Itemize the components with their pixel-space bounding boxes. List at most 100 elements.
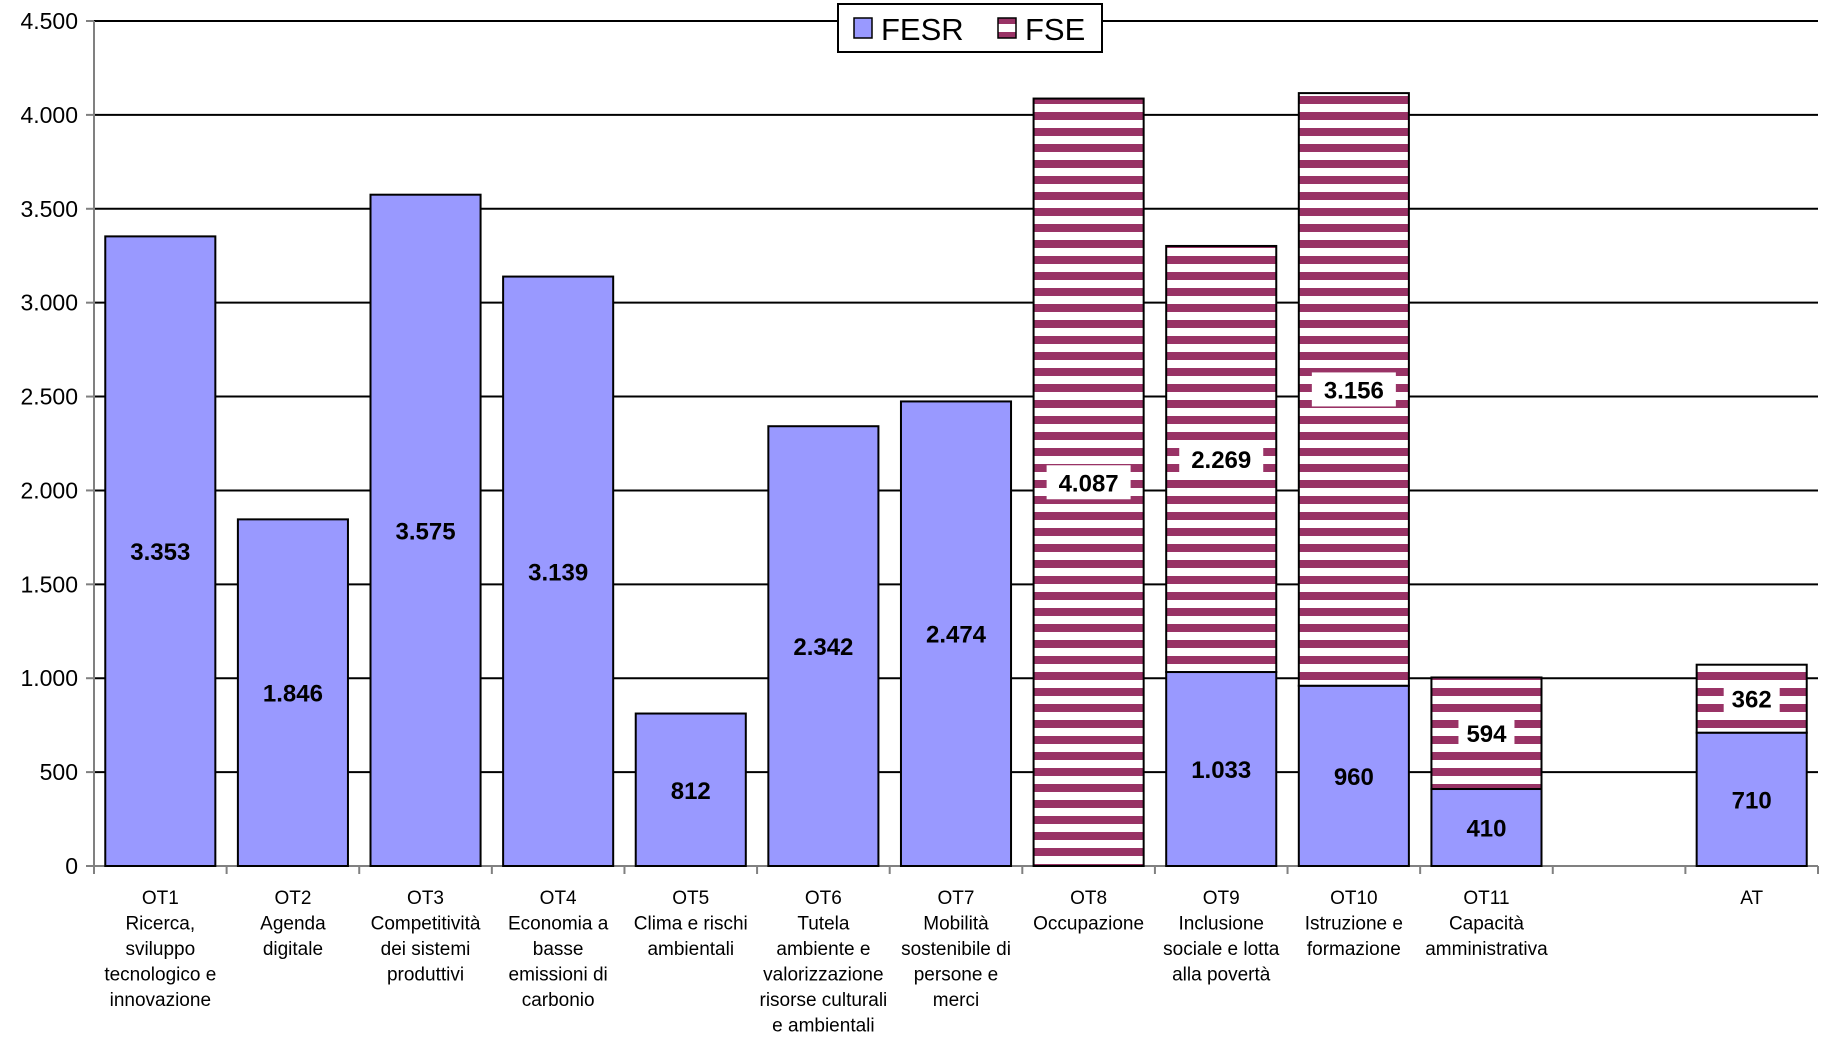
- x-category-label-line: Competitività: [371, 914, 481, 935]
- value-label-fesr-ot1: 3.353: [130, 539, 190, 566]
- x-category-label-ot8: OT8 Occupazione: [1033, 888, 1144, 935]
- value-label-fesr-ot3: 3.575: [396, 518, 456, 545]
- value-label-text: 3.139: [528, 559, 588, 586]
- y-tick-label: 1.000: [20, 665, 78, 691]
- x-category-label-ot5: OT5 Clima e rischi ambientali: [634, 888, 748, 960]
- x-category-label-line: formazione: [1307, 939, 1401, 960]
- x-category-label-ot1: OT1 Ricerca, sviluppo tecnologico e innovazi…: [104, 888, 216, 1011]
- x-category-label-line: OT9: [1203, 888, 1240, 909]
- bar-fesr-ot5: [634, 712, 747, 867]
- legend: FESR FSE: [837, 3, 1103, 53]
- value-label-fse-at: 362: [1723, 681, 1780, 716]
- bar-fesr-ot7: [899, 400, 1013, 867]
- value-label-background: [1046, 465, 1131, 500]
- x-category-label-ot6: OT6 Tutela ambiente e valorizzazione risorse…: [760, 888, 888, 1037]
- value-label-fse-ot9: 2.269: [1179, 441, 1264, 476]
- x-category-label-line: amministrativa: [1425, 939, 1548, 960]
- value-label-fesr-ot2: 1.846: [263, 681, 323, 708]
- y-tick-label: 1.500: [20, 571, 78, 597]
- y-tick-label: 0: [65, 853, 78, 879]
- value-label-background: [1458, 716, 1515, 751]
- bar-fesr-ot9: [1165, 671, 1278, 868]
- y-tick-label: 2.000: [20, 477, 78, 503]
- value-label-text: 410: [1466, 816, 1506, 843]
- x-category-label-line: OT4: [540, 888, 577, 909]
- x-category-label-line: sociale e lotta: [1163, 939, 1280, 960]
- x-category-label-line: OT2: [274, 888, 311, 909]
- x-category-label-ot9: OT9 Inclusione sociale e lotta alla povertà: [1163, 888, 1280, 986]
- x-category-label-line: OT3: [407, 888, 444, 909]
- x-category-label-line: Occupazione: [1033, 914, 1144, 935]
- value-label-background: [1311, 372, 1396, 407]
- x-category-label-ot4: OT4 Economia a basse emissioni di carbonio: [508, 888, 609, 1011]
- x-category-label-ot2: OT2 Agenda digitale: [260, 888, 326, 960]
- x-category-label-line: carbonio: [522, 990, 595, 1011]
- x-category-label-line: dei sistemi: [381, 939, 471, 960]
- x-category-label-line: produttivi: [387, 965, 464, 986]
- x-category-label-line: Ricerca,: [125, 914, 195, 935]
- x-category-label-line: OT11: [1463, 888, 1509, 909]
- x-category-label-line: merci: [933, 990, 979, 1011]
- value-label-fse-ot8: 4.087: [1046, 465, 1131, 500]
- value-label-text: 2.269: [1191, 447, 1251, 474]
- value-label-background: [1179, 441, 1264, 476]
- x-category-label-line: Capacità: [1449, 914, 1524, 935]
- value-label-fesr-ot11: 410: [1466, 816, 1506, 843]
- value-label-text: 4.087: [1059, 470, 1119, 497]
- x-category-label-line: OT1: [142, 888, 179, 909]
- x-category-label-line: Agenda: [260, 914, 326, 935]
- x-category-label-line: OT7: [938, 888, 975, 909]
- value-label-text: 960: [1334, 764, 1374, 791]
- value-label-fesr-ot4: 3.139: [528, 559, 588, 586]
- x-category-label-line: Tutela: [797, 914, 850, 935]
- value-label-fesr-at: 710: [1732, 787, 1772, 814]
- value-label-text: 1.846: [263, 681, 323, 708]
- bar-fesr-ot6: [767, 425, 880, 867]
- value-label-text: 812: [671, 778, 711, 805]
- y-tick-label: 2.500: [20, 384, 78, 410]
- value-label-text: 594: [1466, 721, 1507, 748]
- x-category-label-line: emissioni di: [509, 965, 608, 986]
- category-label-layer: OT1 Ricerca, sviluppo tecnologico e innovazi…: [104, 888, 1763, 1037]
- value-label-text: 1.033: [1191, 757, 1251, 784]
- bar-fesr-ot2: [236, 518, 349, 868]
- value-label-text: 362: [1732, 687, 1772, 714]
- value-label-fesr-ot10: 960: [1334, 764, 1374, 791]
- x-category-label-ot7: OT7 Mobilità sostenibile di persone e merci: [901, 888, 1011, 1011]
- legend-box: [837, 3, 1103, 53]
- x-category-label-line: alla povertà: [1172, 965, 1271, 986]
- bar-fesr-ot3: [369, 193, 482, 867]
- value-label-background: [1723, 681, 1780, 716]
- x-category-label-line: AT: [1740, 888, 1763, 909]
- y-tick-label: 500: [40, 759, 78, 785]
- legend-label-fesr: FESR: [881, 12, 964, 47]
- x-category-label-line: valorizzazione: [763, 965, 883, 986]
- value-label-fesr-ot5: 812: [671, 778, 711, 805]
- value-label-fse-ot11: 594: [1458, 716, 1515, 751]
- x-category-label-line: Mobilità: [923, 914, 989, 935]
- x-category-label-ot11: OT11 Capacità amministrativa: [1425, 888, 1548, 960]
- x-category-label-line: Inclusione: [1178, 914, 1264, 935]
- x-category-label-line: tecnologico e: [104, 965, 216, 986]
- x-category-label-line: OT5: [672, 888, 709, 909]
- x-category-label-line: Istruzione e: [1305, 914, 1403, 935]
- legend-swatch-fesr: [853, 17, 873, 39]
- y-tick-label: 3.500: [20, 196, 78, 222]
- value-label-text: 2.342: [793, 634, 853, 661]
- bar-fesr-ot4: [502, 275, 615, 867]
- x-category-label-line: sostenibile di: [901, 939, 1011, 960]
- x-category-label-at: AT: [1740, 888, 1763, 909]
- x-category-label-line: ambiente e: [776, 939, 870, 960]
- x-category-label-line: Economia a: [508, 914, 609, 935]
- value-label-fesr-ot7: 2.474: [926, 622, 987, 649]
- value-label-fse-ot10: 3.156: [1311, 372, 1396, 407]
- bar-fesr-ot1: [104, 235, 217, 867]
- x-category-label-ot10: OT10 Istruzione e formazione: [1305, 888, 1403, 960]
- value-label-text: 2.474: [926, 622, 987, 649]
- x-category-label-line: OT6: [805, 888, 842, 909]
- x-category-label-line: ambientali: [647, 939, 734, 960]
- x-category-label-line: digitale: [263, 939, 323, 960]
- value-label-text: 3.575: [396, 518, 456, 545]
